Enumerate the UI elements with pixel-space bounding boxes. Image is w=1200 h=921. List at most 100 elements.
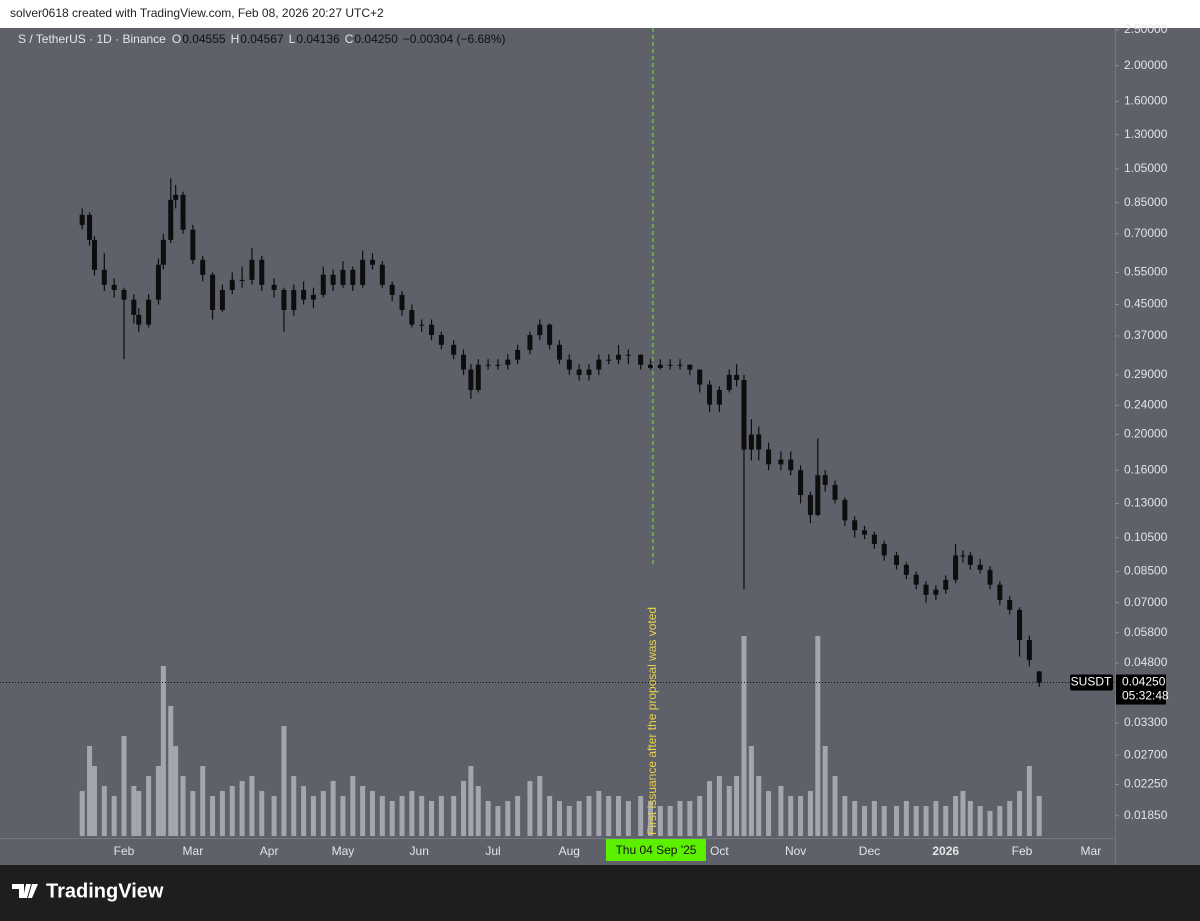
volume-bar [155,766,161,836]
candle-body [505,359,511,365]
y-tick-label: 0.04800 [1124,655,1168,669]
candle-body [101,269,107,285]
volume-bar [638,796,644,836]
y-tick-label: 0.13000 [1124,496,1168,510]
candle-body [379,264,385,285]
candle-body [475,364,481,390]
ohlc-value: 0.04250 [354,32,398,46]
volume-bar [200,766,206,836]
volume-bar [330,781,336,836]
volume-bar [229,786,235,836]
volume-bar [667,806,673,836]
y-tick-label: 0.08500 [1124,564,1168,578]
volume-bar [977,806,983,836]
candle-body [87,214,93,240]
y-tick-label: 0.16000 [1124,462,1168,476]
volume-bar [852,801,858,836]
y-tick-label: 1.30000 [1124,127,1168,141]
volume-bar [389,801,395,836]
candle-body [515,349,521,360]
volume-bar [687,801,693,836]
volume-bar [180,776,186,836]
candle-body [697,369,703,385]
volume-bar [505,801,511,836]
volume-bar [798,796,804,836]
x-tick-label: Nov [785,844,806,858]
volume-bar [953,796,959,836]
top-bar [0,0,1200,28]
candle-body [320,274,326,295]
volume-bar [987,811,993,836]
volume-bar [160,666,166,836]
candle-body [168,199,174,240]
volume-bar [527,781,533,836]
candle-body [726,374,732,390]
x-tick-label: Jul [485,844,500,858]
candle-body [1007,599,1013,610]
x-tick-label: Feb [114,844,135,858]
volume-bar [881,806,887,836]
volume-bar [210,796,216,836]
volume-bar [741,636,747,836]
candle-body [933,589,939,595]
candle-body [647,364,653,368]
candle-body [229,279,235,290]
volume-bar [967,801,973,836]
candle-body [340,269,346,285]
volume-bar [556,801,562,836]
candle-body [461,354,467,370]
y-tick-label: 0.45000 [1124,297,1168,311]
candle-body [429,324,435,336]
candle-body [310,294,316,300]
candle-body [923,584,929,595]
volume-bar [997,806,1003,836]
volume-bar [766,791,772,836]
candle-body [913,574,919,585]
ohlc-key: H [231,32,240,46]
candle-body [136,314,142,325]
volume-bar [87,746,93,836]
volume-bar [697,796,703,836]
volume-bar [369,791,375,836]
volume-bar [815,636,821,836]
candle-body [547,324,553,345]
candle-body [677,364,683,366]
candle-body [291,289,297,310]
ohlc-value: 0.04136 [296,32,340,46]
candle-body [716,389,722,405]
candle-body [180,194,186,230]
y-tick-label: 0.10500 [1124,530,1168,544]
candle-body [556,344,562,360]
y-tick-label: 2.00000 [1124,58,1168,72]
candle-body [852,520,858,531]
candle-body [788,459,794,471]
candle-body [586,369,592,375]
candle-body [862,530,868,535]
volume-bar [576,801,582,836]
y-tick-label: 0.24000 [1124,397,1168,411]
volume-bar [586,796,592,836]
candle-body [301,289,307,300]
volume-bar [360,786,366,836]
candle-body [389,284,395,295]
volume-bar [438,796,444,836]
candle-body [121,289,127,300]
candle-body [369,259,375,265]
volume-bar [515,796,521,836]
candle-body [249,259,255,280]
candle-body [741,379,747,450]
candle-body [111,284,117,290]
countdown-text: 05:32:48 [1122,689,1169,703]
candle-body [881,543,887,556]
candle-body [91,239,97,270]
ohlc-key: O [172,32,181,46]
candle-body [871,534,877,544]
volume-bar [111,796,117,836]
volume-bar [822,746,828,836]
candle-body [1036,671,1042,683]
volume-bar [249,776,255,836]
candle-body [667,364,673,366]
y-tick-label: 0.01850 [1124,808,1168,822]
price-tag [1116,674,1166,705]
volume-bar [943,806,949,836]
